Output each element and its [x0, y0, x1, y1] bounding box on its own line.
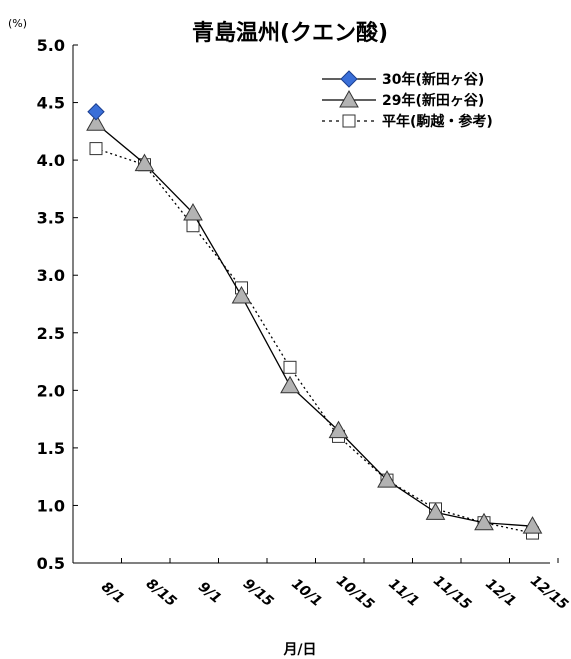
data-point — [89, 142, 103, 156]
y-unit-label: (%) — [8, 17, 27, 30]
y-tick-label: 5.0 — [37, 36, 65, 55]
data-point — [474, 512, 494, 531]
x-tick-label: 9/1 — [195, 579, 224, 607]
data-point — [86, 113, 106, 131]
data-point — [522, 516, 543, 534]
series-square — [89, 142, 539, 540]
y-tick-label: 3.5 — [37, 209, 65, 228]
legend-item: 29年(新田ヶ谷) — [322, 89, 484, 109]
legend-marker — [339, 89, 359, 108]
data-point — [283, 360, 297, 374]
y-tick-label: 1.5 — [37, 439, 65, 458]
series-layer — [86, 103, 543, 540]
x-tick-label: 10/1 — [288, 576, 325, 610]
legend-label: 平年(駒越・参考) — [382, 113, 493, 130]
data-point — [328, 420, 349, 439]
legend-marker — [342, 114, 356, 128]
data-point — [183, 203, 203, 221]
y-tick-label: 0.5 — [37, 554, 65, 573]
data-point — [377, 470, 397, 488]
legend-label: 29年(新田ヶ谷) — [382, 92, 484, 109]
y-tick-label: 4.0 — [37, 151, 65, 170]
x-tick-label: 8/15 — [143, 576, 180, 610]
y-tick-label: 3.0 — [37, 266, 65, 285]
series-line — [95, 122, 533, 527]
data-point — [87, 103, 105, 121]
legend-item: 30年(新田ヶ谷) — [322, 70, 484, 88]
data-point — [134, 153, 155, 172]
x-tick-label: 12/1 — [482, 576, 519, 610]
data-point — [425, 502, 446, 520]
x-tick-label: 11/15 — [430, 573, 474, 614]
y-tick-label: 4.5 — [37, 94, 65, 113]
series-line — [95, 147, 533, 534]
x-tick-label: 8/1 — [98, 579, 127, 607]
x-tick-label: 9/15 — [240, 576, 277, 610]
chart-title: 青島温州(クエン酸) — [192, 20, 388, 46]
legend-item: 平年(駒越・参考) — [322, 113, 493, 130]
legend: 30年(新田ヶ谷) 29年(新田ヶ谷) 平年(駒越・参考) — [322, 70, 493, 130]
y-tick-label: 2.5 — [37, 324, 65, 343]
series-diamond — [87, 103, 105, 121]
y-tick-label: 2.0 — [37, 381, 65, 400]
y-tick-label: 1.0 — [37, 496, 65, 515]
data-point — [280, 375, 300, 394]
legend-label: 30年(新田ヶ谷) — [382, 71, 484, 88]
x-tick-label: 12/15 — [527, 573, 571, 614]
x-tick-label: 11/1 — [385, 576, 422, 610]
series-triangle — [86, 113, 543, 534]
x-tick-label: 10/15 — [333, 573, 377, 614]
legend-marker — [340, 70, 358, 88]
data-point — [231, 285, 252, 304]
x-axis-title: 月/日 — [282, 642, 316, 658]
